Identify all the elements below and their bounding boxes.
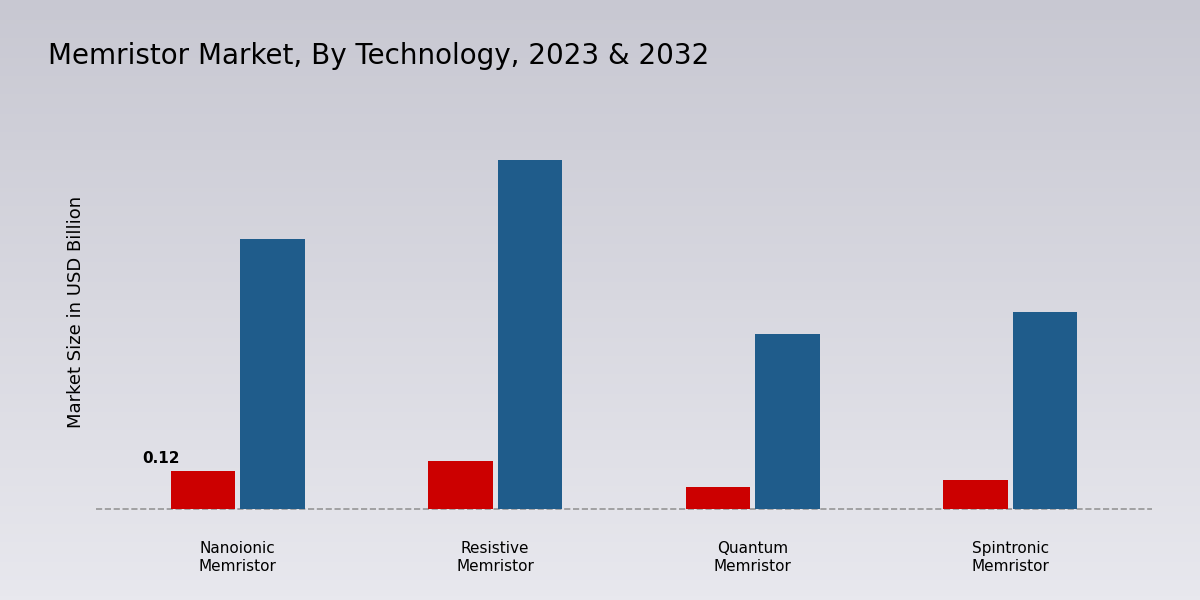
Bar (1013, 312, 1078, 509)
Bar (686, 487, 750, 509)
Y-axis label: Market Size in USD Billion: Market Size in USD Billion (67, 196, 85, 428)
Bar (943, 481, 1008, 509)
Text: 0.12: 0.12 (143, 451, 180, 466)
Bar (240, 239, 305, 509)
Bar (170, 471, 235, 509)
Bar (498, 160, 562, 509)
Bar (755, 334, 820, 509)
Text: Memristor Market, By Technology, 2023 & 2032: Memristor Market, By Technology, 2023 & … (48, 42, 709, 70)
Bar (428, 461, 493, 509)
